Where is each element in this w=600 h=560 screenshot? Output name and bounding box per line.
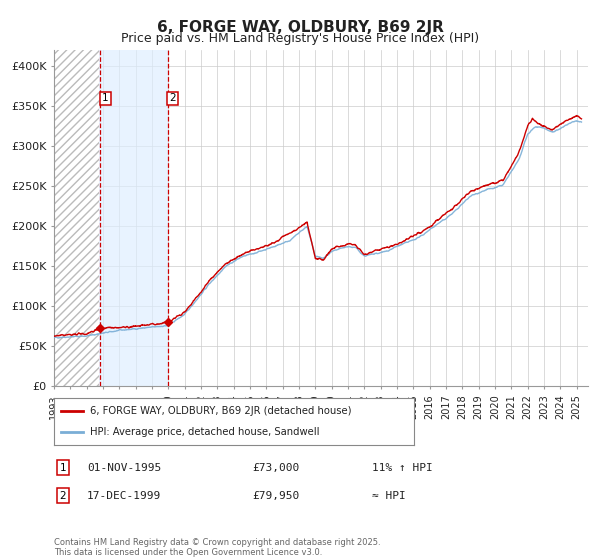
Text: HPI: Average price, detached house, Sandwell: HPI: Average price, detached house, Sand… [90, 427, 320, 437]
Text: ≈ HPI: ≈ HPI [372, 491, 406, 501]
Text: 2: 2 [169, 94, 176, 104]
Text: 1: 1 [59, 463, 67, 473]
Text: 2: 2 [59, 491, 67, 501]
Text: 11% ↑ HPI: 11% ↑ HPI [372, 463, 433, 473]
Text: 6, FORGE WAY, OLDBURY, B69 2JR (detached house): 6, FORGE WAY, OLDBURY, B69 2JR (detached… [90, 406, 352, 416]
Text: 1: 1 [102, 94, 109, 104]
Text: £73,000: £73,000 [252, 463, 299, 473]
Text: 6, FORGE WAY, OLDBURY, B69 2JR: 6, FORGE WAY, OLDBURY, B69 2JR [157, 20, 443, 35]
Bar [54, 50, 99, 386]
Text: Contains HM Land Registry data © Crown copyright and database right 2025.
This d: Contains HM Land Registry data © Crown c… [54, 538, 380, 557]
Text: 01-NOV-1995: 01-NOV-1995 [87, 463, 161, 473]
Bar [99, 50, 169, 386]
Text: 17-DEC-1999: 17-DEC-1999 [87, 491, 161, 501]
Text: £79,950: £79,950 [252, 491, 299, 501]
Text: Price paid vs. HM Land Registry's House Price Index (HPI): Price paid vs. HM Land Registry's House … [121, 32, 479, 45]
